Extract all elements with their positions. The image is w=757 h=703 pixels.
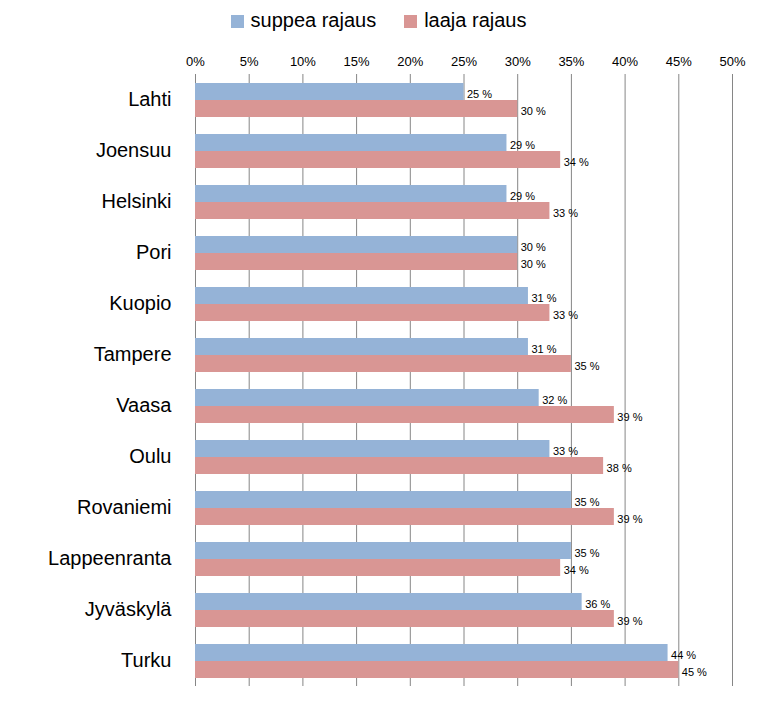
- svg-text:34 %: 34 %: [564, 564, 589, 576]
- svg-text:Kuopio: Kuopio: [109, 292, 171, 314]
- svg-text:Rovaniemi: Rovaniemi: [77, 496, 171, 518]
- svg-text:33 %: 33 %: [553, 445, 578, 457]
- svg-text:38 %: 38 %: [607, 462, 632, 474]
- svg-text:Oulu: Oulu: [129, 445, 171, 467]
- svg-text:33 %: 33 %: [553, 309, 578, 321]
- svg-text:39 %: 39 %: [617, 513, 642, 525]
- svg-text:Turku: Turku: [121, 649, 171, 671]
- svg-text:50%: 50%: [719, 54, 745, 69]
- svg-text:36 %: 36 %: [585, 598, 610, 610]
- svg-text:5%: 5%: [240, 54, 259, 69]
- svg-text:31 %: 31 %: [531, 292, 556, 304]
- svg-text:44 %: 44 %: [671, 649, 696, 661]
- html-text:suppea rajaus: suppea rajaus: [250, 8, 377, 31]
- svg-text:25 %: 25 %: [467, 88, 492, 100]
- svg-text:Joensuu: Joensuu: [96, 139, 172, 161]
- svg-text:Lappeenranta: Lappeenranta: [48, 547, 172, 569]
- svg-text:25%: 25%: [451, 54, 477, 69]
- svg-text:35 %: 35 %: [574, 496, 599, 508]
- svg-text:45 %: 45 %: [682, 666, 707, 678]
- svg-text:Pori: Pori: [136, 241, 172, 263]
- html-text:laaja rajaus: laaja rajaus: [424, 8, 527, 31]
- svg-text:30 %: 30 %: [521, 258, 546, 270]
- svg-text:35 %: 35 %: [574, 360, 599, 372]
- svg-text:34 %: 34 %: [564, 156, 589, 168]
- svg-text:30 %: 30 %: [521, 241, 546, 253]
- svg-text:0%: 0%: [186, 54, 205, 69]
- svg-text:Lahti: Lahti: [128, 88, 171, 110]
- svg-text:40%: 40%: [612, 54, 638, 69]
- svg-text:33 %: 33 %: [553, 207, 578, 219]
- svg-text:29 %: 29 %: [510, 139, 535, 151]
- svg-text:39 %: 39 %: [617, 615, 642, 627]
- svg-text:31 %: 31 %: [531, 343, 556, 355]
- svg-text:15%: 15%: [344, 54, 370, 69]
- svg-text:35 %: 35 %: [574, 547, 599, 559]
- svg-text:20%: 20%: [397, 54, 423, 69]
- svg-text:45%: 45%: [666, 54, 692, 69]
- svg-text:Tampere: Tampere: [94, 343, 172, 365]
- svg-text:Helsinki: Helsinki: [101, 190, 171, 212]
- svg-text:35%: 35%: [558, 54, 584, 69]
- svg-text:30%: 30%: [505, 54, 531, 69]
- svg-text:32 %: 32 %: [542, 394, 567, 406]
- svg-text:30 %: 30 %: [521, 105, 546, 117]
- svg-text:Vaasa: Vaasa: [116, 394, 172, 416]
- svg-text:Jyväskylä: Jyväskylä: [85, 598, 173, 620]
- svg-text:39 %: 39 %: [617, 411, 642, 423]
- svg-text:10%: 10%: [290, 54, 316, 69]
- svg-text:29 %: 29 %: [510, 190, 535, 202]
